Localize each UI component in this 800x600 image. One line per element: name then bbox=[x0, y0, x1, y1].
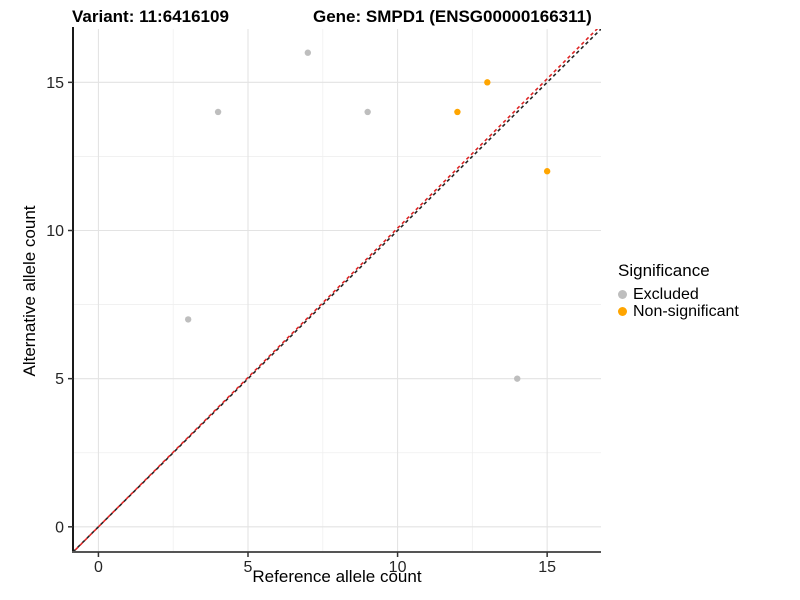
legend-item-excluded: Excluded bbox=[616, 286, 739, 303]
data-point-excluded bbox=[364, 108, 371, 116]
y-axis-title: Alternative allele count bbox=[20, 205, 39, 377]
plot-title-variant: Variant: 11:6416109 bbox=[72, 7, 229, 26]
plot-title-gene: Gene: SMPD1 (ENSG00000166311) bbox=[313, 7, 592, 26]
data-point-excluded bbox=[304, 49, 312, 56]
y-tick-label: 15 bbox=[46, 75, 64, 92]
expected-ratio-line bbox=[73, 29, 599, 552]
data-point-non-significant bbox=[454, 108, 461, 116]
data-point-excluded bbox=[214, 108, 222, 116]
x-tick-label: 15 bbox=[538, 559, 556, 576]
x-axis-title: Reference allele count bbox=[252, 567, 422, 586]
data-point-excluded bbox=[184, 316, 192, 323]
x-tick-label: 5 bbox=[244, 559, 253, 576]
x-tick-label: 10 bbox=[389, 559, 407, 576]
identity-line bbox=[73, 29, 601, 552]
y-tick-label: 0 bbox=[55, 519, 64, 536]
data-point-excluded bbox=[514, 375, 521, 382]
x-tick-label: 0 bbox=[94, 559, 103, 576]
data-point-non-significant bbox=[484, 79, 491, 86]
non-significant-dot-icon bbox=[618, 307, 627, 316]
excluded-dot-icon bbox=[618, 290, 627, 299]
legend-item-non-significant: Non-significant bbox=[616, 303, 739, 320]
data-point-non-significant bbox=[543, 168, 551, 175]
legend-item-label: Excluded bbox=[633, 285, 699, 303]
legend: Significance Excluded Non-significant bbox=[616, 261, 739, 320]
y-tick-label: 5 bbox=[55, 371, 64, 388]
y-tick-label: 10 bbox=[46, 223, 64, 240]
legend-item-label: Non-significant bbox=[633, 302, 739, 320]
legend-title: Significance bbox=[618, 261, 710, 280]
